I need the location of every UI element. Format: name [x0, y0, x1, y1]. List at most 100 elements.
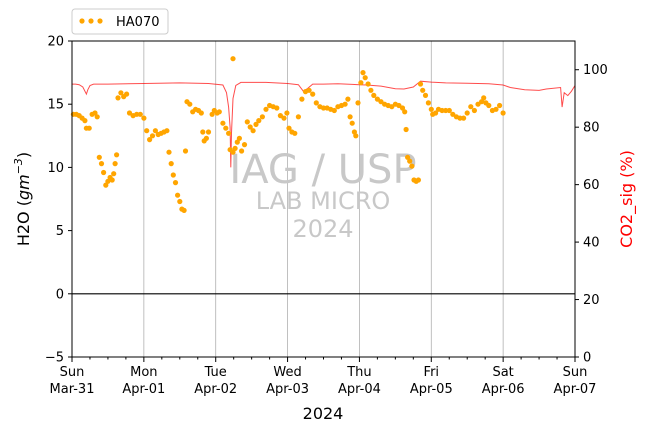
h2o-point-107 — [360, 70, 366, 76]
h2o-point-41 — [175, 192, 181, 198]
h2o-point-32 — [152, 128, 158, 134]
h2o-point-52 — [200, 129, 206, 135]
h2o-point-153 — [497, 102, 503, 109]
left-tick-label-3: 10 — [47, 161, 64, 176]
h2o-point-51 — [198, 110, 204, 116]
h2o-point-79 — [274, 105, 280, 111]
h2o-point-150 — [486, 102, 492, 109]
h2o-point-120 — [402, 109, 408, 115]
h2o-point-13 — [103, 182, 109, 188]
h2o-point-110 — [368, 87, 374, 93]
h2o-point-8 — [92, 110, 98, 116]
h2o-point-85 — [292, 130, 298, 136]
x-tick-date-4: Apr-04 — [338, 382, 381, 397]
h2o-point-119 — [399, 105, 406, 111]
x-tick-day-2: Tue — [204, 365, 227, 380]
legend-dot-2 — [97, 18, 103, 24]
x-tick-day-4: Thu — [346, 365, 371, 380]
right-axis: 0 20 40 60 80 100 — [575, 63, 608, 366]
h2o-point-72 — [250, 128, 256, 134]
h2o-point-11 — [98, 161, 105, 167]
legend: HA070 — [71, 8, 169, 35]
x-axis-label: 2024 — [303, 404, 344, 423]
h2o-point-31 — [149, 133, 156, 139]
left-tick-label-1: 0 — [56, 287, 64, 302]
x-tick-date-3: Apr-03 — [266, 382, 309, 397]
h2o-point-93 — [320, 105, 327, 111]
x-tick-date-6: Apr-06 — [482, 382, 525, 397]
h2o-point-152 — [493, 106, 499, 112]
x-tick-day-1: Mon — [130, 365, 157, 380]
h2o-point-86 — [295, 114, 301, 120]
h2o-point-64 — [230, 149, 236, 155]
h2o-point-90 — [310, 91, 316, 97]
h2o-point-124 — [409, 163, 415, 169]
h2o-point-134 — [433, 110, 439, 116]
legend-dot-1 — [88, 18, 94, 24]
h2o-point-81 — [281, 115, 287, 121]
h2o-point-76 — [263, 106, 269, 112]
h2o-point-91 — [313, 100, 319, 106]
h2o-point-4 — [82, 118, 88, 124]
h2o-point-100 — [345, 96, 351, 102]
h2o-point-108 — [362, 75, 368, 81]
h2o-point-145 — [471, 107, 477, 114]
h2o-point-59 — [216, 109, 222, 115]
h2o-series — [70, 56, 506, 213]
x-tick-day-6: Sat — [492, 365, 513, 380]
h2o-point-38 — [168, 161, 174, 167]
h2o-point-132 — [428, 106, 434, 112]
h2o-point-14 — [105, 178, 111, 184]
left-axis-label-close: ) — [14, 152, 33, 158]
h2o-point-83 — [286, 125, 292, 131]
h2o-point-12 — [101, 169, 107, 176]
h2o-point-42 — [177, 198, 183, 205]
h2o-point-19 — [114, 152, 120, 158]
h2o-point-129 — [420, 87, 426, 93]
h2o-point-105 — [355, 100, 361, 106]
legend-marker — [79, 18, 103, 24]
h2o-point-87 — [299, 96, 305, 102]
h2o-point-142 — [461, 115, 467, 121]
x-tick-date-7: Apr-07 — [554, 382, 597, 397]
h2o-point-74 — [256, 118, 262, 124]
h2o-point-106 — [358, 80, 364, 86]
h2o-point-102 — [349, 120, 355, 126]
right-tick-label-3: 60 — [583, 178, 600, 193]
x-tick-date-0: Mar-31 — [50, 382, 95, 397]
h2o-point-39 — [170, 172, 176, 178]
h2o-point-18 — [112, 161, 118, 167]
h2o-point-154 — [500, 110, 506, 116]
x-tick-date-1: Apr-01 — [122, 382, 165, 397]
h2o-point-128 — [417, 81, 424, 87]
h2o-point-29 — [144, 128, 150, 134]
h2o-point-137 — [443, 107, 449, 114]
h2o-point-40 — [172, 180, 179, 186]
h2o-point-68 — [239, 148, 245, 154]
legend-dot-0 — [79, 18, 85, 24]
h2o-point-26 — [134, 111, 140, 117]
h2o-point-89 — [306, 87, 312, 93]
left-tick-label-0: −5 — [45, 351, 64, 366]
h2o-point-130 — [422, 92, 429, 98]
legend-box — [71, 8, 169, 35]
h2o-point-62 — [226, 130, 232, 136]
h2o-point-148 — [481, 95, 487, 101]
h2o-point-55 — [205, 129, 212, 135]
h2o-point-30 — [147, 137, 153, 143]
left-tick-label-5: 20 — [47, 35, 64, 50]
h2o-point-138 — [446, 107, 452, 114]
watermark: IAG / USP LAB MICRO 2024 — [229, 147, 416, 243]
h2o-point-47 — [187, 101, 193, 107]
h2o-point-37 — [166, 149, 172, 155]
h2o-point-101 — [347, 114, 353, 120]
h2o-point-155 — [230, 56, 236, 62]
h2o-point-73 — [253, 121, 259, 127]
h2o-point-112 — [374, 96, 380, 102]
h2o-point-20 — [115, 95, 121, 101]
left-axis: −5 0 5 10 15 20 — [45, 35, 72, 366]
h2o-point-24 — [126, 110, 133, 116]
h2o-point-6 — [86, 125, 92, 131]
h2o-point-69 — [241, 142, 248, 148]
